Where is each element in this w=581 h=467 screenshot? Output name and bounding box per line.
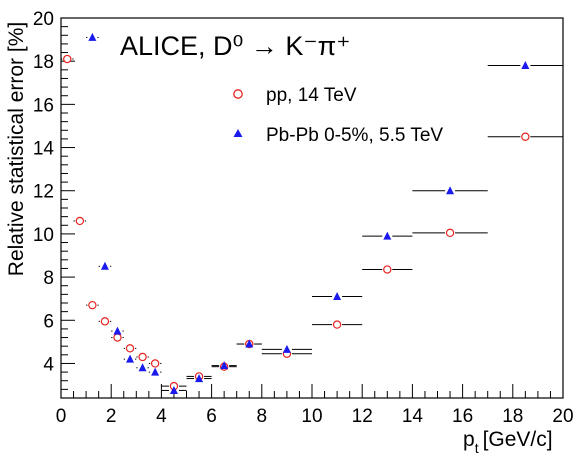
data-point-pbpb xyxy=(151,367,160,376)
x-tick-label: 6 xyxy=(206,406,217,427)
data-point-pbpb xyxy=(113,326,122,335)
data-point-pbpb xyxy=(245,339,254,348)
y-tick-label: 12 xyxy=(33,182,54,203)
legend-pbpb-label: Pb-Pb 0-5%, 5.5 TeV xyxy=(266,125,443,146)
data-point-pbpb xyxy=(282,344,291,353)
y-axis-ticks: 4 6 8 10 12 14 16 18 20 xyxy=(33,9,75,399)
x-axis-title-unit: [GeV/c] xyxy=(483,428,553,451)
y-tick-label: 10 xyxy=(33,225,54,246)
data-point-pbpb xyxy=(138,363,147,372)
x-tick-label: 10 xyxy=(301,406,322,427)
data-point-pp xyxy=(63,54,72,64)
chart-title: ALICE, D⁰ → K⁻π⁺ xyxy=(120,31,351,61)
data-point-pbpb xyxy=(383,231,392,240)
data-point-pbpb xyxy=(333,292,342,301)
x-tick-label: 8 xyxy=(257,406,268,427)
legend-pp-marker xyxy=(233,89,243,99)
x-tick-label: 18 xyxy=(502,406,523,427)
data-point-pp xyxy=(445,228,455,238)
y-tick-label: 6 xyxy=(43,311,54,332)
data-point-pbpb xyxy=(126,354,135,363)
data-point-pbpb xyxy=(446,186,455,195)
data-point-pp xyxy=(332,320,342,329)
x-tick-label: 0 xyxy=(56,406,67,427)
data-point-pp xyxy=(88,300,97,310)
data-point-pbpb xyxy=(195,374,204,383)
data-point-pp xyxy=(75,216,85,226)
data-point-pp xyxy=(521,132,530,141)
series-layer xyxy=(61,32,563,394)
data-point-pp xyxy=(125,344,135,353)
x-tick-label: 16 xyxy=(452,406,473,427)
data-point-pp xyxy=(383,265,392,274)
y-tick-label: 16 xyxy=(33,95,54,116)
data-point-pp xyxy=(100,317,110,326)
x-axis-title: pt [GeV/c] xyxy=(463,428,553,456)
data-point-pbpb xyxy=(521,61,530,69)
x-axis-title-main: p xyxy=(463,428,475,451)
y-tick-label: 4 xyxy=(43,354,54,375)
data-point-pp xyxy=(138,352,147,362)
y-tick-label: 14 xyxy=(33,139,55,160)
series-pbpb xyxy=(86,32,563,394)
legend-pbpb-marker xyxy=(233,129,243,137)
x-tick-label: 4 xyxy=(156,406,167,427)
x-tick-label: 14 xyxy=(402,406,424,427)
x-tick-label: 20 xyxy=(552,406,573,427)
y-tick-label: 8 xyxy=(43,268,54,289)
data-point-pbpb xyxy=(169,385,178,394)
x-tick-label: 2 xyxy=(106,406,117,427)
data-point-pp xyxy=(150,359,160,368)
data-point-pbpb xyxy=(220,361,229,370)
x-axis-ticks: 0 2 4 6 8 10 12 14 16 18 20 xyxy=(56,384,574,427)
legend-pp-label: pp, 14 TeV xyxy=(266,85,357,106)
data-point-pp xyxy=(113,333,122,342)
x-axis-title-subscript: t xyxy=(475,440,479,456)
y-tick-label: 20 xyxy=(33,9,54,30)
x-tick-label: 12 xyxy=(352,406,373,427)
y-tick-label: 18 xyxy=(33,52,54,73)
y-axis-title: Relative statistical error [%] xyxy=(5,22,28,276)
data-point-pbpb xyxy=(100,261,109,270)
data-point-pbpb xyxy=(88,32,97,41)
legend: pp, 14 TeV Pb-Pb 0-5%, 5.5 TeV xyxy=(233,85,443,146)
series-pp xyxy=(61,54,563,391)
